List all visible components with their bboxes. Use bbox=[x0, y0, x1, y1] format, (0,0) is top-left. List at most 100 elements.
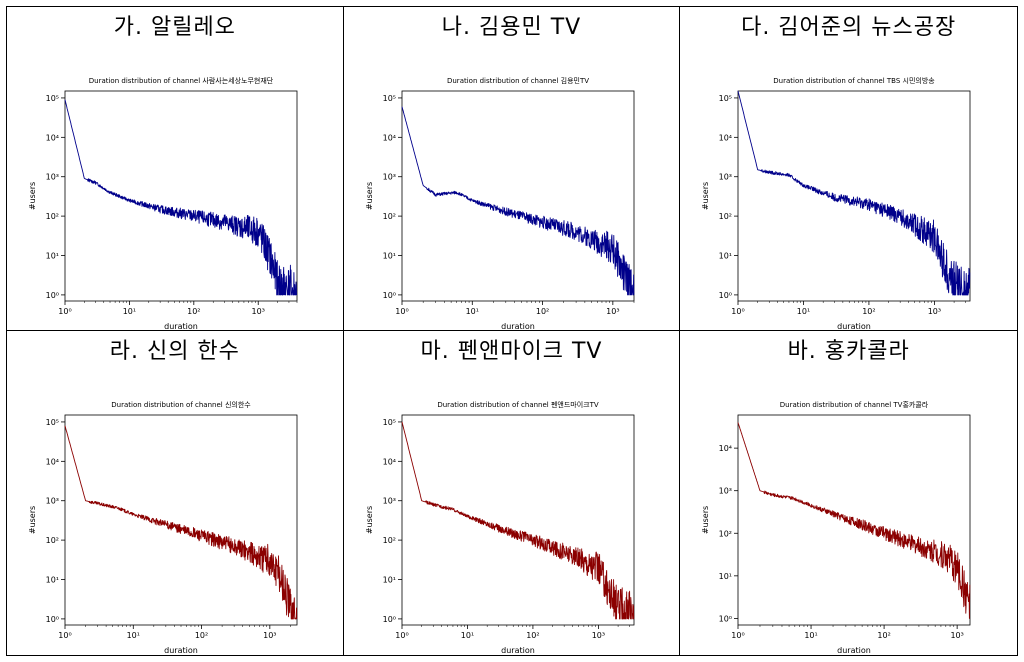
panel-label: 가. 알릴레오 bbox=[113, 15, 236, 40]
x-tick-label: 10² bbox=[863, 307, 876, 316]
series-line bbox=[401, 421, 634, 620]
y-tick-label: 10⁰ bbox=[46, 291, 59, 300]
y-tick-label: 10¹ bbox=[46, 576, 59, 585]
plot-frame bbox=[64, 90, 298, 302]
panel-label: 마. 펜앤마이크 TV bbox=[420, 339, 603, 364]
x-tick-label: 10³ bbox=[591, 631, 604, 640]
y-tick-label: 10⁵ bbox=[719, 94, 732, 103]
figure-grid: 가. 알릴레오 Duration distribution of channel… bbox=[6, 6, 1018, 656]
panel-d: 라. 신의 한수 Duration distribution of channe… bbox=[7, 331, 344, 655]
x-axis-label: duration bbox=[837, 646, 871, 655]
y-tick-label: 10³ bbox=[382, 497, 395, 506]
series-line bbox=[737, 90, 971, 296]
y-tick-label: 10⁰ bbox=[382, 291, 395, 300]
x-tick-label: 10¹ bbox=[805, 631, 818, 640]
chart-panel-c: Duration distribution of channel TBS 시민의… bbox=[701, 76, 971, 330]
series-line bbox=[737, 422, 971, 619]
y-tick-label: 10⁰ bbox=[719, 614, 732, 623]
panel-label: 나. 김용민 TV bbox=[441, 15, 582, 40]
plot-frame bbox=[737, 90, 971, 302]
chart-panel-a: Duration distribution of channel 사람사는세상노… bbox=[28, 76, 298, 330]
y-tick-label: 10⁵ bbox=[46, 94, 59, 103]
y-tick-label: 10⁵ bbox=[46, 418, 59, 427]
panel-f: 바. 홍카콜라 Duration distribution of channel… bbox=[680, 331, 1017, 655]
x-tick-label: 10¹ bbox=[460, 631, 473, 640]
x-axis-label: duration bbox=[164, 646, 198, 655]
plot-title: Duration distribution of channel 김용민TV bbox=[447, 76, 589, 85]
y-tick-label: 10³ bbox=[719, 173, 732, 182]
y-axis-label: #users bbox=[365, 506, 374, 534]
panel-label: 다. 김어준의 뉴스공장 bbox=[741, 15, 957, 40]
plot-title: Duration distribution of channel TV홍카콜라 bbox=[780, 400, 929, 409]
y-axis-label: #users bbox=[701, 182, 710, 210]
panel-b: 나. 김용민 TV Duration distribution of chann… bbox=[343, 7, 681, 331]
panel-label: 라. 신의 한수 bbox=[109, 339, 240, 364]
x-tick-label: 10² bbox=[187, 307, 200, 316]
y-tick-label: 10² bbox=[382, 536, 395, 545]
series-line bbox=[401, 106, 635, 296]
panel-label: 바. 홍카콜라 bbox=[787, 339, 910, 364]
series-line bbox=[64, 99, 298, 296]
y-tick-label: 10¹ bbox=[46, 252, 59, 261]
x-tick-label: 10³ bbox=[263, 631, 276, 640]
x-tick-label: 10² bbox=[526, 631, 539, 640]
plot-frame bbox=[64, 414, 298, 626]
y-axis-label: #users bbox=[365, 182, 374, 210]
x-tick-label: 10¹ bbox=[127, 631, 140, 640]
y-tick-label: 10⁴ bbox=[46, 133, 59, 142]
y-tick-label: 10⁴ bbox=[382, 133, 395, 142]
x-tick-label: 10³ bbox=[951, 631, 964, 640]
x-tick-label: 10⁰ bbox=[732, 307, 745, 316]
y-tick-label: 10⁰ bbox=[46, 615, 59, 624]
y-tick-label: 10³ bbox=[382, 173, 395, 182]
panel-c: 다. 김어준의 뉴스공장 Duration distribution of ch… bbox=[680, 7, 1017, 331]
chart-panel-e: Duration distribution of channel 펜앤드마이크T… bbox=[365, 400, 635, 655]
y-tick-label: 10² bbox=[382, 212, 395, 221]
plot-frame bbox=[737, 414, 971, 626]
x-axis-label: duration bbox=[501, 322, 535, 330]
y-tick-label: 10¹ bbox=[382, 252, 395, 261]
y-axis-label: #users bbox=[28, 506, 37, 534]
y-tick-label: 10² bbox=[719, 212, 732, 221]
x-tick-label: 10³ bbox=[928, 307, 941, 316]
plot-frame bbox=[401, 90, 635, 302]
y-axis-label: #users bbox=[28, 182, 37, 210]
x-axis-label: duration bbox=[164, 322, 198, 330]
chart-panel-f: Duration distribution of channel TV홍카콜라 1… bbox=[701, 400, 971, 655]
y-tick-label: 10² bbox=[46, 212, 59, 221]
chart-panel-b: Duration distribution of channel 김용민TV 10… bbox=[365, 76, 635, 330]
y-tick-label: 10⁰ bbox=[382, 615, 395, 624]
x-tick-label: 10¹ bbox=[465, 307, 478, 316]
plot-title: Duration distribution of channel 신의한수 bbox=[111, 400, 251, 409]
y-tick-label: 10² bbox=[46, 536, 59, 545]
x-tick-label: 10² bbox=[195, 631, 208, 640]
x-tick-label: 10¹ bbox=[123, 307, 136, 316]
x-tick-label: 10³ bbox=[252, 307, 265, 316]
y-tick-label: 10⁴ bbox=[719, 444, 732, 453]
chart-panel-d: Duration distribution of channel 신의한수 10⁰… bbox=[28, 400, 298, 655]
x-tick-label: 10⁰ bbox=[58, 307, 71, 316]
y-tick-label: 10¹ bbox=[382, 576, 395, 585]
y-tick-label: 10⁵ bbox=[382, 418, 395, 427]
series-line bbox=[64, 425, 298, 620]
plot-frame bbox=[401, 414, 635, 626]
y-tick-label: 10⁵ bbox=[382, 94, 395, 103]
x-axis-label: duration bbox=[501, 646, 535, 655]
plot-title: Duration distribution of channel 펜앤드마이크T… bbox=[437, 400, 599, 409]
x-tick-label: 10⁰ bbox=[395, 307, 408, 316]
x-tick-label: 10² bbox=[536, 307, 549, 316]
y-tick-label: 10³ bbox=[719, 487, 732, 496]
panel-a: 가. 알릴레오 Duration distribution of channel… bbox=[7, 7, 344, 331]
y-tick-label: 10¹ bbox=[719, 252, 732, 261]
panel-e: 마. 펜앤마이크 TV Duration distribution of cha… bbox=[344, 331, 681, 655]
y-tick-label: 10¹ bbox=[719, 572, 732, 581]
y-tick-label: 10⁴ bbox=[46, 457, 59, 466]
x-tick-label: 10⁰ bbox=[395, 631, 408, 640]
x-tick-label: 10⁰ bbox=[58, 631, 71, 640]
x-tick-label: 10⁰ bbox=[732, 631, 745, 640]
y-tick-label: 10⁴ bbox=[719, 133, 732, 142]
y-tick-label: 10⁴ bbox=[382, 457, 395, 466]
x-tick-label: 10¹ bbox=[797, 307, 810, 316]
y-axis-label: #users bbox=[701, 506, 710, 534]
x-axis-label: duration bbox=[837, 322, 871, 330]
